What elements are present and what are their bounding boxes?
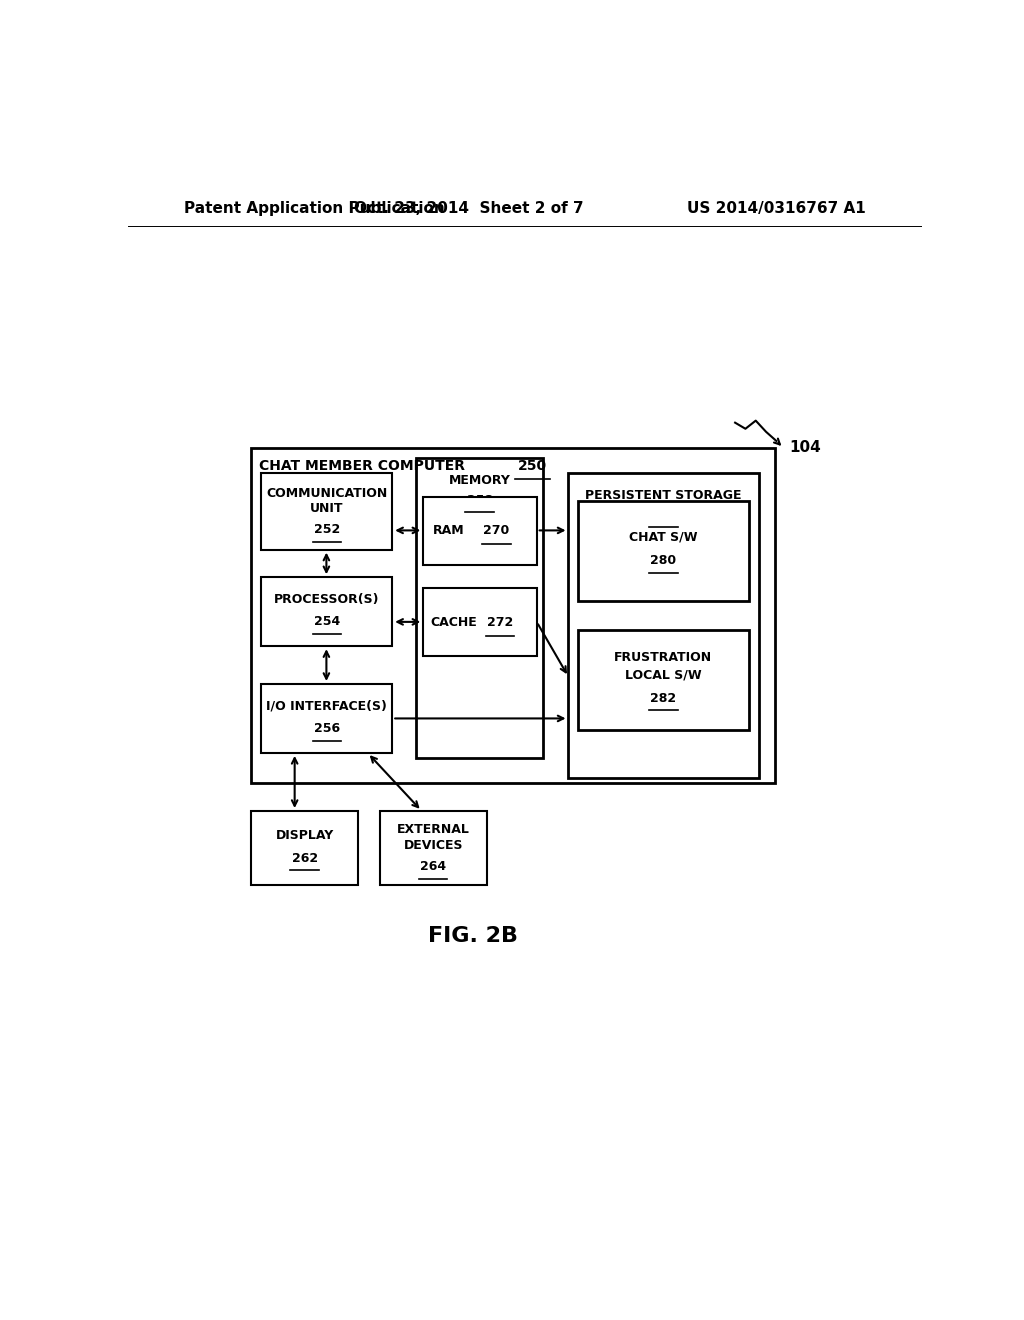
Text: 270: 270 (483, 524, 509, 537)
Text: 252: 252 (313, 524, 340, 536)
Bar (423, 589, 537, 656)
Bar (578, 630, 749, 730)
Text: I/O INTERFACE(S): I/O INTERFACE(S) (266, 700, 387, 713)
Text: Oct. 23, 2014  Sheet 2 of 7: Oct. 23, 2014 Sheet 2 of 7 (354, 201, 584, 215)
Text: 272: 272 (487, 616, 513, 628)
Text: CHAT S/W: CHAT S/W (629, 531, 697, 543)
Bar (380, 810, 486, 886)
Text: MEMORY: MEMORY (449, 474, 511, 487)
Bar (568, 474, 759, 779)
Text: COMMUNICATION: COMMUNICATION (266, 487, 387, 500)
Text: EXTERNAL: EXTERNAL (396, 824, 470, 837)
Text: CACHE: CACHE (430, 616, 477, 628)
Bar (423, 496, 537, 565)
Text: 258: 258 (467, 495, 493, 507)
Text: 250: 250 (518, 459, 547, 474)
Text: FRUSTRATION: FRUSTRATION (614, 651, 713, 664)
Bar (578, 500, 749, 601)
Bar (251, 810, 358, 886)
Text: PROCESSOR(S): PROCESSOR(S) (274, 593, 380, 606)
Text: 280: 280 (650, 554, 676, 568)
Text: CHAT MEMBER COMPUTER: CHAT MEMBER COMPUTER (259, 459, 465, 474)
Text: 104: 104 (790, 440, 821, 454)
Text: Patent Application Publication: Patent Application Publication (183, 201, 444, 215)
Text: UNIT: UNIT (310, 502, 343, 515)
Text: 282: 282 (650, 692, 676, 705)
Bar (261, 474, 392, 549)
Text: US 2014/0316767 A1: US 2014/0316767 A1 (687, 201, 866, 215)
Text: LOCAL S/W: LOCAL S/W (625, 668, 701, 681)
Text: DEVICES: DEVICES (403, 840, 463, 853)
Text: 260: 260 (650, 510, 677, 523)
Bar (261, 684, 392, 752)
Text: 264: 264 (420, 859, 446, 873)
Bar (261, 577, 392, 647)
Text: RAM: RAM (433, 524, 465, 537)
Text: FIG. 2B: FIG. 2B (428, 925, 518, 946)
Text: 256: 256 (313, 722, 340, 735)
Text: PERSISTENT STORAGE: PERSISTENT STORAGE (586, 490, 742, 503)
Bar (416, 458, 543, 758)
Bar (251, 447, 775, 784)
Text: 254: 254 (313, 615, 340, 628)
Text: DISPLAY: DISPLAY (275, 829, 334, 842)
Text: 262: 262 (292, 851, 317, 865)
